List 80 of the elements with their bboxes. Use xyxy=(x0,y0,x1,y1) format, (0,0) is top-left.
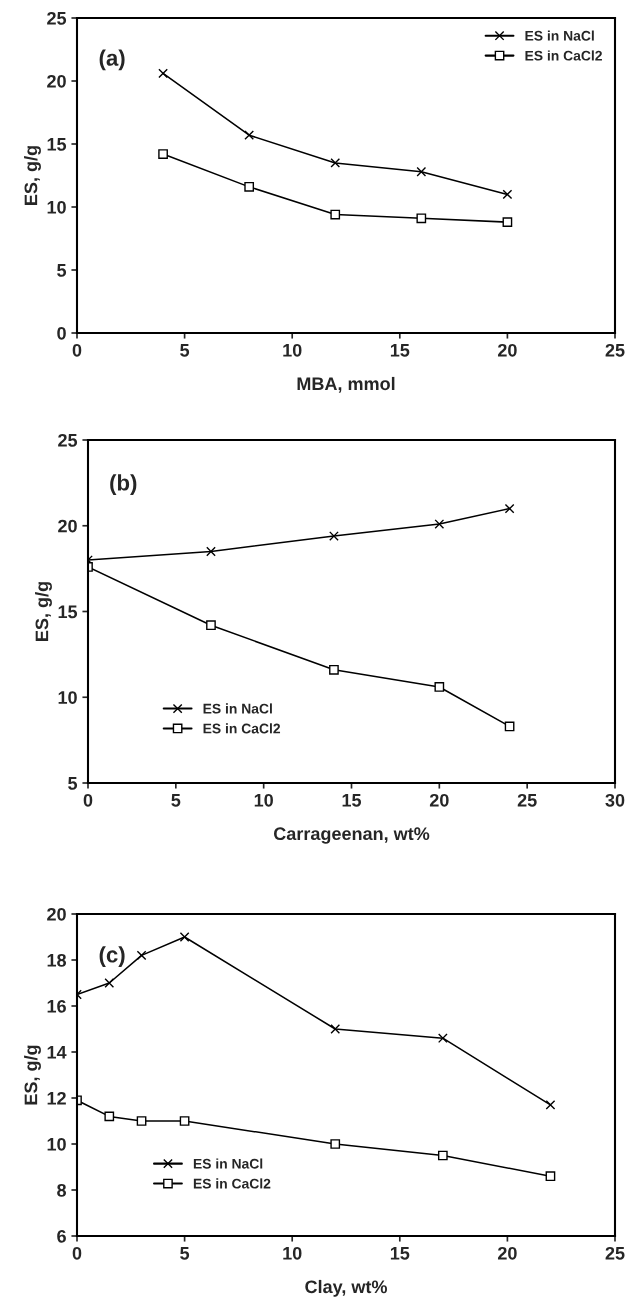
x-axis-title: MBA, mmol xyxy=(297,376,395,393)
y-tick-label: 25 xyxy=(47,11,67,25)
point xyxy=(502,217,513,227)
y-tick-label: 10 xyxy=(47,200,66,214)
point xyxy=(502,189,513,200)
y-tick-label: 15 xyxy=(58,605,78,619)
point xyxy=(330,1024,341,1034)
point xyxy=(206,620,216,631)
y-tick-label: 20 xyxy=(47,74,66,88)
point xyxy=(206,546,216,557)
x-tick-label: 15 xyxy=(390,1247,410,1260)
y-tick-label: 10 xyxy=(58,691,77,704)
annotation: (b) xyxy=(110,474,137,496)
x-tick-label: 5 xyxy=(171,794,181,807)
y-tick-label: 25 xyxy=(58,433,78,447)
point xyxy=(244,130,255,141)
x-tick-label: 10 xyxy=(283,343,302,357)
annotation: (c) xyxy=(99,946,125,967)
point xyxy=(330,209,341,220)
point xyxy=(179,1116,190,1126)
y-tick-label: 15 xyxy=(47,138,67,151)
point xyxy=(437,1150,448,1161)
point xyxy=(179,932,190,942)
point xyxy=(504,503,515,514)
point xyxy=(104,1111,115,1122)
y-axis-title: ES, g/g xyxy=(24,1045,41,1105)
point xyxy=(329,664,339,675)
y-tick-label: 20 xyxy=(58,519,77,533)
point xyxy=(158,149,168,159)
y-tick-label: 5 xyxy=(57,264,67,277)
x-tick-label: 20 xyxy=(497,1246,517,1260)
x-tick-label: 0 xyxy=(83,793,93,807)
y-tick-label: 8 xyxy=(57,1183,67,1197)
y-tick-label: 16 xyxy=(47,999,66,1013)
point xyxy=(136,950,147,961)
legend-label: ES in NaCl xyxy=(193,1158,263,1169)
y-tick-label: 10 xyxy=(47,1137,66,1151)
x-axis-title: Clay, wt% xyxy=(305,1279,387,1297)
point xyxy=(434,682,445,692)
y-axis-title: ES, g/g xyxy=(35,582,52,641)
point xyxy=(434,519,445,529)
y-tick-label: 20 xyxy=(47,907,66,921)
point xyxy=(545,1171,556,1182)
x-axis-title: Carrageenan, wt% xyxy=(273,827,430,844)
x-tick-label: 20 xyxy=(429,793,449,807)
point xyxy=(416,213,427,224)
x-tick-label: 10 xyxy=(254,793,273,807)
x-tick-label: 15 xyxy=(390,344,410,357)
point xyxy=(416,166,427,177)
legend-label: ES in CaCl2 xyxy=(203,723,281,734)
y-tick-label: 5 xyxy=(68,777,78,790)
point xyxy=(330,158,341,168)
y-tick-label: 6 xyxy=(57,1229,66,1243)
y-tick-label: 14 xyxy=(47,1046,67,1059)
point xyxy=(330,1139,341,1149)
y-tick-label: 18 xyxy=(47,953,67,967)
x-tick-label: 25 xyxy=(605,343,625,357)
point xyxy=(545,1100,556,1110)
y-axis-title: ES, g/g xyxy=(24,146,41,205)
point xyxy=(437,1033,448,1044)
x-tick-label: 30 xyxy=(605,793,625,807)
x-tick-label: 25 xyxy=(517,793,537,807)
x-tick-label: 25 xyxy=(605,1246,625,1260)
y-tick-label: 0 xyxy=(57,326,66,340)
x-tick-label: 20 xyxy=(497,343,517,357)
point xyxy=(329,531,339,541)
point xyxy=(244,181,255,192)
x-tick-label: 15 xyxy=(342,794,362,807)
x-tick-label: 5 xyxy=(180,1247,190,1260)
annotation: (a) xyxy=(99,49,125,71)
legend-label: ES in CaCl2 xyxy=(193,1178,271,1189)
x-tick-label: 10 xyxy=(283,1246,302,1260)
y-tick-label: 12 xyxy=(47,1091,66,1105)
legend-label: ES in NaCl xyxy=(203,703,272,714)
legend-label: ES in NaCl xyxy=(525,30,594,41)
point xyxy=(136,1116,147,1126)
point xyxy=(158,68,168,79)
x-tick-label: 5 xyxy=(180,344,190,357)
legend-label: ES in CaCl2 xyxy=(525,50,602,61)
point xyxy=(104,978,115,988)
